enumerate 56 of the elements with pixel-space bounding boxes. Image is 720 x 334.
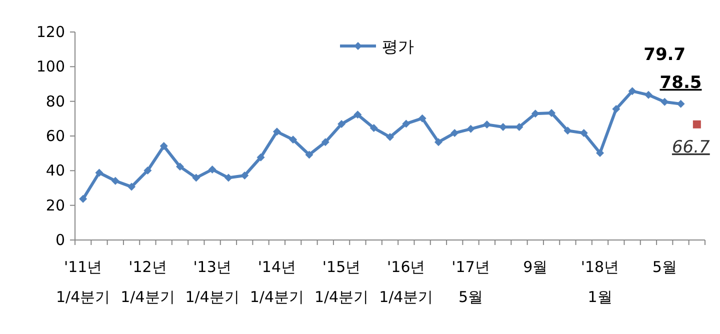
point xyxy=(564,126,572,135)
point xyxy=(95,168,104,177)
point xyxy=(144,166,152,174)
data-label: 78.5 xyxy=(660,72,702,93)
x-tick-label: '16년 1/4분기 xyxy=(379,258,434,306)
point xyxy=(79,194,88,203)
point xyxy=(224,174,232,182)
x-tick-label: 9월 xyxy=(523,258,548,276)
point xyxy=(370,124,378,132)
point xyxy=(176,162,184,171)
point xyxy=(321,138,330,146)
point xyxy=(386,133,394,142)
point xyxy=(111,176,120,185)
point xyxy=(289,136,298,144)
point xyxy=(660,98,669,106)
point xyxy=(612,104,620,113)
x-tick-label: '11년 1/4분기 xyxy=(56,258,110,306)
point xyxy=(192,174,200,182)
point xyxy=(644,90,652,99)
y-tick-label: 120 xyxy=(36,23,65,41)
point xyxy=(596,148,604,157)
point xyxy=(305,150,314,159)
y-tick-label: 20 xyxy=(46,196,65,214)
point xyxy=(272,128,281,136)
legend-label: 평가 xyxy=(382,37,414,56)
point xyxy=(450,129,459,138)
point xyxy=(256,153,265,162)
x-tick-label: '13년 1/4분기 xyxy=(185,258,240,306)
point xyxy=(466,124,475,133)
data-label: 79.7 xyxy=(644,44,686,65)
x-tick-label: '12년 1/4분기 xyxy=(120,258,175,306)
y-tick-label: 60 xyxy=(46,127,65,145)
point xyxy=(482,120,491,129)
point xyxy=(580,129,588,138)
point xyxy=(628,87,636,96)
point xyxy=(402,120,410,128)
x-tick-label: '15년 1/4분기 xyxy=(314,258,369,306)
point xyxy=(354,110,362,119)
y-tick-label: 100 xyxy=(36,58,65,76)
point xyxy=(434,138,442,146)
y-tick-label: 40 xyxy=(46,162,65,180)
point xyxy=(240,172,249,180)
point xyxy=(128,182,136,191)
data-label: 66.7 xyxy=(672,137,710,158)
x-tick-label: '17년 5월 xyxy=(452,258,490,306)
y-tick-label: 80 xyxy=(46,92,65,110)
point xyxy=(692,120,701,128)
point xyxy=(160,142,168,150)
point xyxy=(548,108,556,117)
point xyxy=(338,120,346,128)
y-tick-label: 0 xyxy=(55,231,65,249)
x-tick-label: '14년 1/4분기 xyxy=(250,258,304,306)
point xyxy=(208,165,216,174)
x-tick-label: 5월 xyxy=(652,258,677,276)
point xyxy=(418,114,426,122)
x-tick-label: '18년 1월 xyxy=(580,258,620,306)
